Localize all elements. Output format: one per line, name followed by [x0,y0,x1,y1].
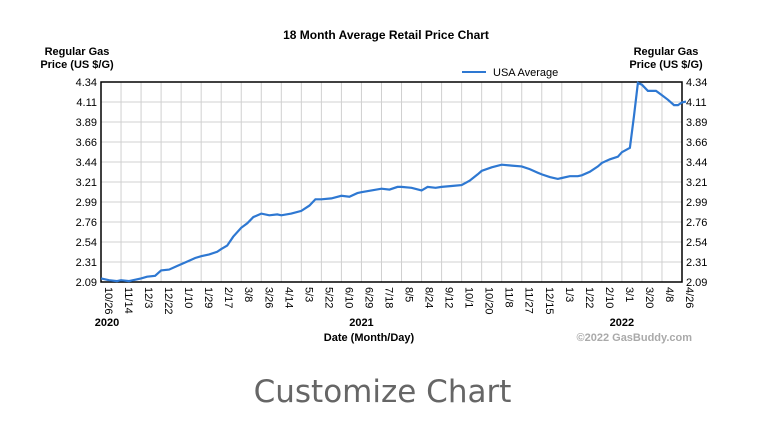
y-tick-right: 3.21 [686,177,707,189]
y-tick-left: 3.89 [76,117,97,129]
x-tick: 11/14 [122,287,134,314]
y-tick-left: 3.44 [76,157,97,169]
x-tick: 10/26 [102,287,114,315]
year-label: 2022 [610,317,634,329]
x-tick: 6/29 [362,287,374,308]
y-tick-right: 3.44 [686,157,707,169]
x-tick: 4/26 [683,287,695,308]
y-tick-right: 4.11 [686,97,707,109]
y-tick-left: 2.54 [76,237,97,249]
x-tick: 3/1 [623,287,635,302]
y-tick-right: 2.99 [686,197,707,209]
x-tick: 11/27 [523,287,535,314]
x-tick: 3/8 [242,287,254,302]
plot-frame [100,81,683,283]
x-tick: 4/14 [282,287,294,308]
x-tick: 5/22 [322,287,334,308]
y-tick-left: 2.31 [76,257,97,269]
y-tick-left: 4.34 [76,77,97,89]
x-tick: 12/22 [162,287,174,315]
y-tick-right: 4.34 [686,77,707,89]
customize-chart-link[interactable]: Customize Chart [253,374,512,410]
y-label-left-2: Price (US $/G) [40,59,114,71]
x-tick: 2/17 [222,287,234,308]
series-line-usa-average [100,81,687,283]
x-axis-label: Date (Month/Day) [324,332,415,344]
x-tick: 7/18 [382,287,394,308]
price-chart: 18 Month Average Retail Price Chart Regu… [40,28,707,344]
y-tick-left: 4.11 [76,97,97,109]
y-tick-right: 2.54 [686,237,707,249]
x-tick: 10/1 [463,287,475,308]
y-tick-left: 3.21 [76,177,97,189]
y-label-right-1: Regular Gas [634,46,699,58]
x-tick: 9/12 [443,287,455,308]
y-tick-right: 2.31 [686,257,707,269]
y-tick-left: 3.66 [76,137,97,149]
x-tick: 1/10 [182,287,194,308]
x-tick: 1/3 [563,287,575,302]
x-tick: 8/5 [403,287,415,302]
x-tick: 8/24 [423,287,435,308]
x-tick: 1/22 [583,287,595,308]
x-tick: 4/8 [663,287,675,302]
x-tick: 5/3 [302,287,314,302]
y-tick-right: 2.09 [686,277,707,289]
x-tick: 10/20 [483,287,495,315]
x-tick: 12/3 [142,287,154,308]
chart-title: 18 Month Average Retail Price Chart [283,28,489,42]
x-tick: 2/10 [603,287,615,308]
y-tick-left: 2.76 [76,217,97,229]
legend-label: USA Average [493,67,558,79]
y-tick-right: 3.89 [686,117,707,129]
x-tick: 11/8 [503,287,515,308]
y-tick-right: 3.66 [686,137,707,149]
year-label: 2020 [95,317,119,329]
watermark: ©2022 GasBuddy.com [577,332,693,344]
x-tick: 3/20 [643,287,655,308]
y-tick-left: 2.09 [76,277,97,289]
y-label-left-1: Regular Gas [45,46,110,58]
x-tick: 1/29 [202,287,214,308]
y-label-right-2: Price (US $/G) [629,59,703,71]
y-tick-right: 2.76 [686,217,707,229]
year-label: 2021 [349,317,373,329]
x-tick: 6/10 [342,287,354,308]
x-tick: 12/15 [543,287,555,315]
x-tick: 3/26 [262,287,274,308]
y-tick-left: 2.99 [76,197,97,209]
